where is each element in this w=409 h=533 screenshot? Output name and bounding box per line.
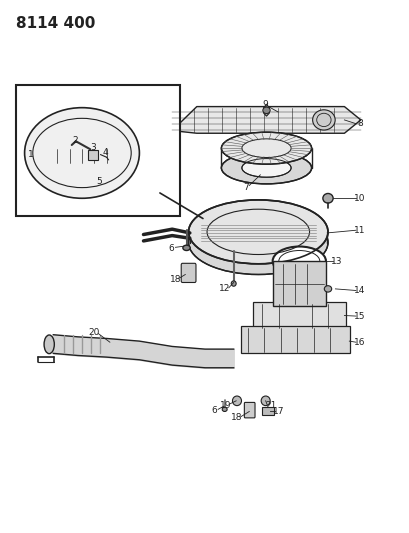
Ellipse shape — [261, 396, 270, 406]
Text: 8114 400: 8114 400 — [16, 16, 96, 31]
Text: 14: 14 — [353, 286, 365, 295]
Ellipse shape — [231, 281, 236, 286]
Text: 16: 16 — [353, 338, 365, 346]
Text: 9: 9 — [262, 100, 268, 109]
Bar — [261, 407, 273, 415]
Text: 6: 6 — [168, 244, 174, 253]
Text: 12: 12 — [218, 285, 230, 293]
Bar — [88, 150, 98, 160]
Ellipse shape — [221, 152, 311, 184]
Ellipse shape — [322, 193, 333, 203]
Text: 4: 4 — [103, 149, 108, 157]
Ellipse shape — [222, 407, 227, 411]
Text: 2: 2 — [72, 136, 78, 144]
Ellipse shape — [262, 107, 270, 114]
FancyBboxPatch shape — [181, 263, 196, 282]
Text: 1: 1 — [28, 150, 34, 159]
Ellipse shape — [25, 108, 139, 198]
Text: 20: 20 — [88, 328, 100, 337]
Ellipse shape — [241, 159, 290, 177]
Ellipse shape — [188, 200, 327, 264]
Bar — [16, 85, 180, 216]
Polygon shape — [172, 107, 360, 133]
Text: 11: 11 — [353, 226, 365, 235]
Ellipse shape — [324, 286, 331, 292]
Polygon shape — [263, 104, 269, 116]
Text: 17: 17 — [272, 407, 284, 416]
Ellipse shape — [272, 246, 325, 276]
Text: 21: 21 — [265, 401, 276, 409]
Text: 13: 13 — [330, 257, 342, 265]
Text: 8: 8 — [356, 119, 362, 128]
Text: 5: 5 — [96, 177, 102, 185]
Ellipse shape — [188, 211, 327, 274]
Ellipse shape — [44, 335, 54, 354]
Text: 6: 6 — [211, 406, 216, 415]
FancyBboxPatch shape — [252, 302, 345, 329]
Ellipse shape — [182, 245, 190, 251]
Text: 15: 15 — [353, 312, 365, 320]
Text: 18: 18 — [230, 414, 242, 422]
Text: 19: 19 — [219, 401, 231, 409]
Text: 3: 3 — [90, 143, 96, 151]
FancyBboxPatch shape — [240, 326, 349, 353]
Ellipse shape — [221, 132, 311, 164]
FancyBboxPatch shape — [272, 261, 325, 306]
Ellipse shape — [232, 396, 241, 406]
Text: 18: 18 — [169, 275, 181, 284]
Ellipse shape — [312, 110, 335, 130]
Text: 10: 10 — [353, 194, 365, 203]
Text: 7: 7 — [243, 183, 248, 191]
FancyBboxPatch shape — [244, 402, 254, 418]
